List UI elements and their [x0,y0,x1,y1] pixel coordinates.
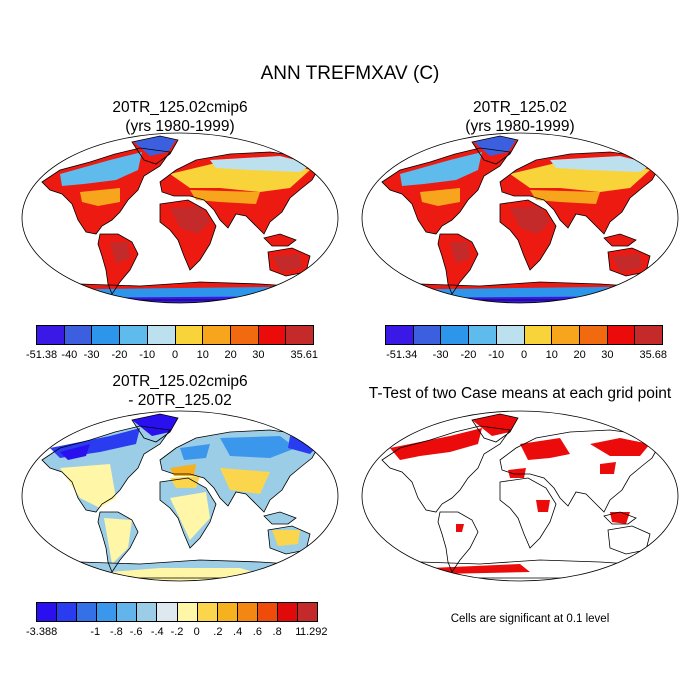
colorbar-label: 0 [520,349,528,361]
colorbar-label: 35.68 [639,349,668,361]
colorbar-swatch [175,326,204,344]
colorbar-label: 20 [224,349,237,361]
colorbar-swatch [277,603,299,621]
colorbar-swatch [441,326,470,344]
colorbar-label: 1.292 [300,626,328,638]
colorbar-swatch [257,603,278,621]
colorbar-swatch [607,326,636,344]
colorbar-label: -1 [90,626,101,638]
colorbar-label: 1 [295,626,302,638]
colorbar-label: -30 [432,349,449,361]
colorbar-difference [36,602,318,622]
colorbar-swatch [217,603,238,621]
panel-1-title-line1: 20TR_125.02cmip6 [112,99,248,116]
colorbar-label: 0 [171,349,179,361]
colorbar-label: -20 [460,349,477,361]
colorbar-swatch [92,326,121,344]
colorbar-case2 [385,325,663,345]
colorbar-swatch [413,326,442,344]
colorbar-swatch [203,326,231,344]
colorbar-label: -.6 [129,626,143,638]
colorbar-label: -20 [111,349,128,361]
main-title: ANN TREFMXAV (C) [260,63,440,84]
colorbar-label: 30 [252,349,265,361]
panel-1-title: 20TR_125.02cmip6 (yrs 1980-1999) [30,98,330,136]
panel-4-title: T-Test of two Case means at each grid po… [350,384,690,403]
colorbar-swatch [97,603,118,621]
colorbar-swatch [230,326,259,344]
colorbar-swatch [197,603,218,621]
colorbar-label: -.8 [109,626,123,638]
panel-2-title-line1: 20TR_125.02 [473,99,567,116]
colorbar-label: -3.388 [26,626,58,638]
colorbar-label: -30 [83,349,100,361]
panel-3-title: 20TR_125.02cmip6 - 20TR_125.02 [30,372,330,410]
colorbar-label: 20 [573,349,586,361]
colorbar-swatch [386,326,414,344]
colorbar-label: -51.34 [386,349,418,361]
colorbar-swatch [137,603,158,621]
map-difference [21,410,339,582]
colorbar-label: 30 [601,349,614,361]
colorbar-label: 10 [545,349,558,361]
panel-3-title-line1: 20TR_125.02cmip6 [112,373,248,390]
colorbar-label: 10 [196,349,209,361]
colorbar-swatch [286,326,314,344]
colorbar-swatch [64,326,93,344]
colorbar-swatch [77,603,98,621]
panel-1-title-line2: (yrs 1980-1999) [125,118,235,135]
colorbar-swatch [37,603,58,621]
colorbar-swatch [524,326,553,344]
colorbar-label: -.2 [170,626,184,638]
colorbar-label: .8 [272,626,282,638]
colorbar-swatch [552,326,580,344]
colorbar-swatch [237,603,258,621]
colorbar-label: -51.38 [25,349,58,361]
colorbar-swatch [579,326,608,344]
colorbar-swatch [157,603,178,621]
colorbar-swatch [117,603,138,621]
colorbar-label: .4 [233,626,243,638]
colorbar-label: 35.61 [290,349,319,361]
colorbar-label: -10 [139,349,156,361]
panel-2-title: 20TR_125.02 (yrs 1980-1999) [370,98,670,136]
colorbar-label: 0 [193,626,200,638]
colorbar-swatch [635,326,663,344]
colorbar-label: -.4 [150,626,164,638]
colorbar-swatch [469,326,497,344]
panel-2-title-line2: (yrs 1980-1999) [465,118,575,135]
colorbar-swatch [147,326,176,344]
significance-note: Cells are significant at 0.1 level [450,613,610,625]
colorbar-swatch [177,603,198,621]
colorbar-swatch [258,326,287,344]
colorbar-label: -40 [61,349,78,361]
colorbar-label: .6 [252,626,262,638]
colorbar-swatch [298,603,318,621]
panel-4-title-line1: T-Test of two Case means at each grid po… [368,385,672,402]
colorbar-label: .2 [213,626,223,638]
map-case2 [361,132,679,304]
colorbar-swatch [37,326,65,344]
colorbar-swatch [120,326,148,344]
colorbar-swatch [57,603,78,621]
panel-3-title-line2: - 20TR_125.02 [128,392,232,409]
colorbar-case1 [36,325,314,345]
colorbar-swatch [496,326,525,344]
colorbar-label: -10 [488,349,505,361]
map-case1 [21,132,339,304]
map-ttest [361,410,679,582]
